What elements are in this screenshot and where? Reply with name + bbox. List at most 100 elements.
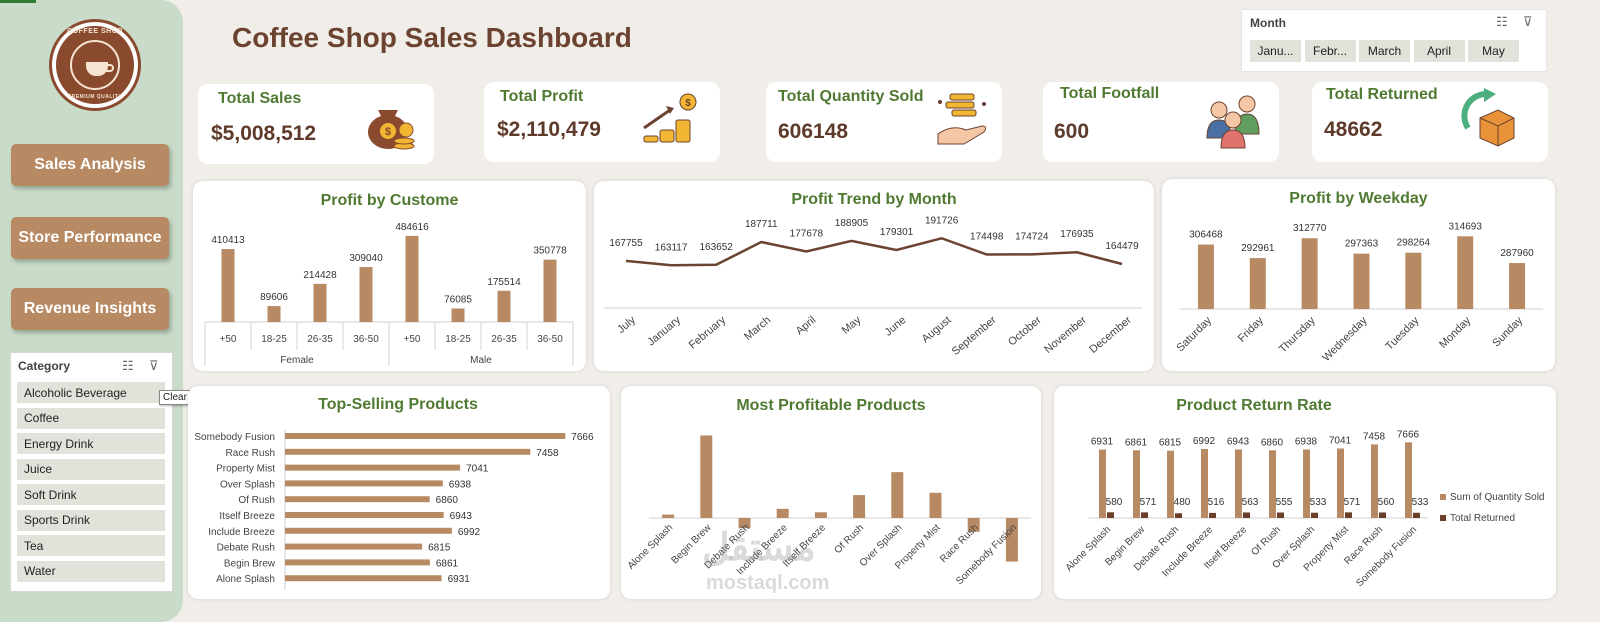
- data-label: 484616: [395, 222, 429, 233]
- logo-ring: [70, 40, 120, 90]
- bar: [1005, 518, 1018, 562]
- multi-select-icon[interactable]: ☷: [1496, 14, 1508, 29]
- tick-label: Somebody Fusion: [194, 432, 275, 443]
- revenue-insights-button[interactable]: Revenue Insights: [11, 288, 169, 330]
- top-selling-card: Top-Selling Products 7666 Somebody Fusion…: [188, 386, 610, 599]
- kpi-total-profit: Total Profit $2,110,479 $: [484, 82, 720, 162]
- bar: [662, 514, 675, 518]
- tick-label: May: [840, 314, 864, 337]
- tick-label: Alone Splash: [626, 522, 675, 571]
- store-performance-button[interactable]: Store Performance: [11, 217, 169, 259]
- kpi-value: $5,008,512: [211, 122, 317, 145]
- bar: [405, 235, 419, 322]
- bar: [1457, 236, 1474, 309]
- bar: [1371, 444, 1378, 518]
- legend-swatch: [1440, 515, 1446, 521]
- bar: [1353, 253, 1370, 309]
- month-item[interactable]: March: [1359, 40, 1410, 62]
- category-item[interactable]: Soft Drink: [17, 484, 165, 505]
- tick-label: Saturday: [1174, 314, 1214, 354]
- tick-label: Begin Brew: [224, 558, 276, 569]
- bar: [1141, 512, 1148, 518]
- accent-line: [0, 0, 36, 3]
- data-label: 6815: [1159, 438, 1182, 449]
- profit-by-customer-card: Profit by Custome 410413 +50 89606 18-25 214…: [193, 181, 586, 371]
- bar: [313, 283, 327, 322]
- month-item[interactable]: April: [1413, 40, 1465, 62]
- kpi-label: Total Footfall: [1060, 85, 1160, 102]
- bar: [1133, 450, 1140, 518]
- category-item[interactable]: Water: [17, 560, 165, 582]
- clear-filter-icon[interactable]: ⊽: [149, 358, 159, 373]
- chart-title: Product Return Rate: [1176, 397, 1332, 414]
- bar: [285, 559, 430, 566]
- data-label: 164479: [1105, 241, 1139, 252]
- bar: [814, 512, 827, 518]
- tick-label: February: [687, 314, 729, 352]
- bar: [1107, 512, 1114, 518]
- data-label: 480: [1174, 497, 1191, 508]
- bar: [285, 543, 423, 550]
- profit-trend-card: Profit Trend by Month 167755 July 163117 Ja…: [594, 181, 1154, 371]
- category-item[interactable]: Sports Drink: [17, 509, 165, 531]
- month-item[interactable]: May: [1468, 40, 1519, 62]
- data-label: 7666: [571, 432, 594, 443]
- tick-label: March: [742, 314, 773, 343]
- data-label: 6992: [458, 527, 481, 538]
- data-label: 6815: [428, 543, 451, 554]
- bar: [285, 512, 444, 518]
- month-slicer-title: Month: [1250, 16, 1286, 30]
- legend-swatch: [1440, 494, 1446, 500]
- clear-filter-icon[interactable]: ⊽: [1523, 14, 1533, 29]
- logo-top-text: COFFEE SHOP: [67, 28, 123, 35]
- bar: [1099, 449, 1106, 518]
- data-label: 7666: [1397, 429, 1420, 440]
- tick-label: January: [645, 314, 683, 349]
- data-label: 176935: [1060, 229, 1094, 240]
- bar: [497, 290, 511, 322]
- category-item[interactable]: Tea: [17, 535, 165, 556]
- bar: [451, 308, 465, 322]
- bar: [285, 480, 443, 487]
- data-label: 6938: [449, 479, 472, 490]
- money-bag-icon: $: [368, 110, 415, 150]
- bar: [285, 448, 531, 455]
- category-item[interactable]: Juice: [17, 458, 165, 480]
- month-item[interactable]: Febr...: [1304, 40, 1356, 62]
- data-label: 7458: [1363, 431, 1386, 442]
- sales-analysis-button[interactable]: Sales Analysis: [11, 144, 169, 186]
- watermark-latin: mostaql.com: [706, 572, 830, 594]
- data-label: 6860: [436, 495, 459, 506]
- category-item[interactable]: Energy Drink: [17, 433, 165, 454]
- month-slicer: Month ☷ ⊽ Janu... Febr... March April May: [1241, 9, 1547, 72]
- tick-label: +50: [404, 334, 421, 345]
- data-label: 191726: [925, 215, 959, 226]
- tick-label: Over Splash: [220, 479, 275, 490]
- most-profitable-card: Most Profitable Products Alone Splash Beg…: [621, 386, 1041, 599]
- top-selling-chart: 7666 Somebody Fusion 7458 Race Rush 7041 Prop…: [194, 430, 594, 590]
- bar: [1235, 449, 1242, 518]
- data-label: 580: [1106, 497, 1123, 508]
- data-label: 179301: [880, 227, 914, 238]
- profit-by-customer-chart: 410413 +50 89606 18-25 214428 26-35 309040 36-5…: [204, 222, 574, 366]
- tick-label: Of Rush: [1249, 524, 1283, 558]
- data-label: 6931: [448, 574, 471, 585]
- tick-label: 36-50: [537, 334, 563, 345]
- data-label: 571: [1344, 497, 1361, 508]
- bar: [1345, 512, 1352, 518]
- data-label: 7041: [1329, 435, 1352, 446]
- multi-select-icon[interactable]: ☷: [122, 358, 134, 373]
- people-icon: [1206, 95, 1260, 149]
- watermark-arabic: مستقل: [702, 527, 816, 569]
- category-item[interactable]: Coffee: [17, 407, 165, 429]
- data-label: 292961: [1241, 243, 1275, 254]
- tick-label: +50: [220, 334, 237, 345]
- chart-title: Profit by Custome: [320, 192, 459, 209]
- kpi-label: Total Sales: [218, 90, 302, 107]
- month-item[interactable]: Janu...: [1250, 40, 1301, 62]
- data-label: 214428: [303, 270, 337, 281]
- bar: [1249, 258, 1266, 309]
- category-slicer: Category ☷ ⊽ Alcoholic Beverage Coffee Ene…: [10, 352, 173, 592]
- bar: [1311, 512, 1318, 518]
- category-item[interactable]: Alcoholic Beverage: [17, 382, 165, 403]
